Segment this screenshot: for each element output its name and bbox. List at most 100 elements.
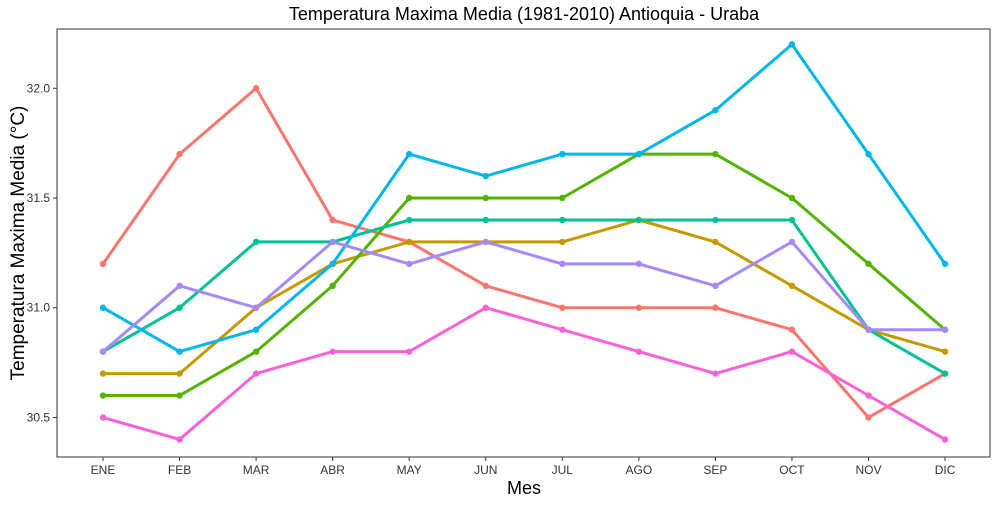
chart-title: Temperatura Maxima Media (1981-2010) Ant… — [289, 4, 760, 24]
series-4-point — [788, 216, 796, 224]
series-3-point — [788, 194, 796, 202]
series-7-point — [482, 304, 489, 311]
x-tick-label: OCT — [779, 463, 805, 477]
series-6-point — [99, 348, 107, 355]
series-6-point — [406, 260, 413, 268]
series-3-point — [176, 392, 183, 399]
series-line-3 — [101, 152, 947, 397]
series-7-point — [406, 348, 413, 355]
series-5-point — [941, 260, 949, 268]
series-line-4 — [101, 218, 947, 376]
x-axis-title: Mes — [507, 478, 541, 498]
series-3-point — [712, 150, 719, 158]
series-7-point — [712, 370, 719, 377]
series-2-point — [941, 348, 949, 355]
series-3-point — [406, 194, 413, 202]
series-1-point — [329, 216, 336, 224]
x-tick-label: MAR — [243, 463, 270, 477]
series-3-point — [252, 348, 260, 355]
series-line-6 — [101, 240, 947, 354]
series-4-point — [176, 304, 183, 311]
series-7-point — [176, 436, 183, 443]
series-7-point — [252, 370, 260, 377]
x-tick-label: MAY — [397, 463, 422, 477]
series-5-point — [329, 260, 336, 268]
y-tick-label: 32.0 — [27, 81, 51, 95]
series-3-point — [559, 194, 566, 202]
series-7-point — [559, 326, 566, 333]
series-3-point — [865, 260, 872, 268]
x-tick-label: ABR — [320, 463, 345, 477]
series-7-point — [329, 348, 336, 355]
series-5-point — [406, 150, 413, 158]
x-tick-label: JUL — [552, 463, 574, 477]
x-tick-label: AGO — [626, 463, 653, 477]
series-6-point — [635, 260, 643, 268]
series-6-point — [329, 238, 336, 246]
x-axis: ENE FEB MAR ABR MAY JUN JUL AGO SEP OCT NOV DIC — [91, 457, 956, 477]
series-4-point — [482, 216, 489, 224]
series-1-point — [482, 282, 489, 289]
series-3-point — [99, 392, 107, 399]
series-7-point — [865, 392, 872, 399]
series-2-point — [99, 370, 107, 377]
series-2-point — [406, 238, 413, 246]
x-tick-label: NOV — [855, 463, 881, 477]
series-line-1 — [101, 86, 947, 419]
series-1-point — [252, 85, 260, 92]
series-5-point — [635, 150, 643, 158]
series-4-point — [559, 216, 566, 224]
x-tick-label: SEP — [703, 463, 727, 477]
series-6-point — [788, 238, 796, 246]
series-6-point — [712, 282, 719, 289]
series-7-point — [635, 348, 643, 355]
series-6-point — [865, 326, 872, 333]
series-1-point — [635, 304, 643, 311]
series-5-point — [252, 326, 260, 333]
series-1-point — [176, 150, 183, 158]
series-4-point — [252, 238, 260, 246]
series-1-point — [559, 304, 566, 311]
y-tick-label: 31.0 — [27, 301, 51, 315]
series-lines — [101, 42, 947, 441]
y-tick-label: 30.5 — [27, 410, 51, 424]
series-6-point — [941, 326, 949, 333]
series-2-point — [559, 238, 566, 246]
series-7-point — [941, 436, 949, 443]
series-4-point — [635, 216, 643, 224]
series-1-point — [865, 414, 872, 421]
x-tick-label: ENE — [91, 463, 116, 477]
series-line-7 — [101, 306, 947, 441]
x-tick-label: JUN — [474, 463, 497, 477]
series-2-point — [176, 370, 183, 377]
series-3-point — [329, 282, 336, 289]
series-6-point — [252, 304, 260, 311]
series-2-point — [788, 282, 796, 289]
series-4-point — [941, 370, 949, 377]
series-line-5 — [101, 42, 947, 354]
y-axis-title: Temperatura Maxima Media (°C) — [8, 106, 29, 381]
series-line-2 — [101, 218, 947, 376]
series-5-point — [99, 304, 107, 311]
series-1-point — [99, 260, 107, 268]
series-6-point — [482, 238, 489, 246]
series-1-point — [788, 326, 796, 333]
series-5-point — [865, 150, 872, 158]
series-3-point — [482, 194, 489, 202]
series-4-point — [406, 216, 413, 224]
series-points — [99, 41, 949, 443]
x-tick-label: DIC — [935, 463, 956, 477]
series-6-point — [176, 282, 183, 289]
y-tick-label: 31.5 — [27, 191, 51, 205]
series-5-point — [176, 348, 183, 355]
series-2-point — [712, 238, 719, 246]
series-1-point — [712, 304, 719, 311]
series-7-point — [99, 414, 107, 421]
series-5-point — [482, 172, 489, 180]
series-4-point — [712, 216, 719, 224]
series-7-point — [788, 348, 796, 355]
series-5-point — [788, 41, 796, 48]
series-6-point — [559, 260, 566, 268]
